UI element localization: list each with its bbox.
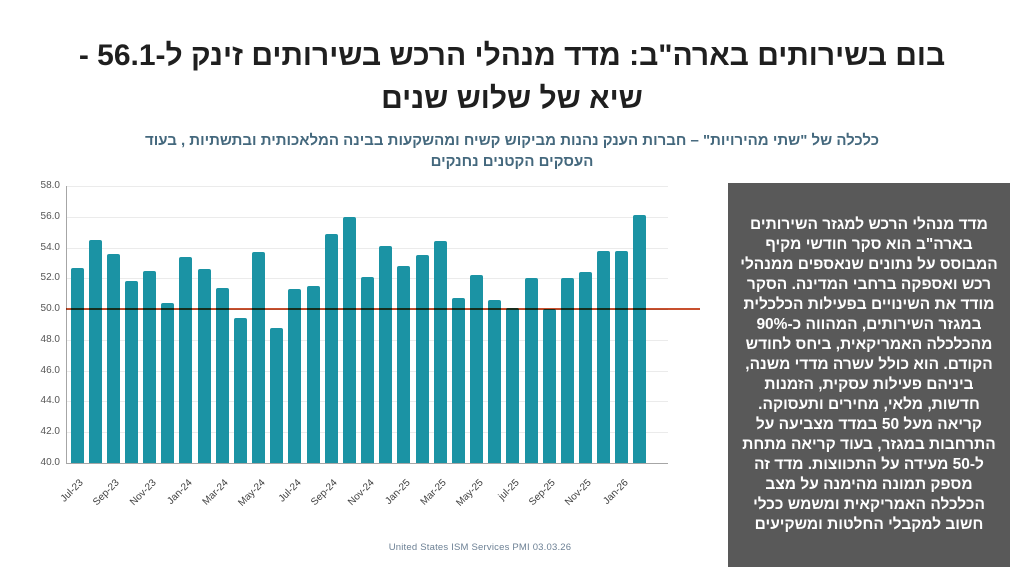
bar xyxy=(361,276,375,463)
y-tick-label: 52.0 xyxy=(40,272,60,284)
y-tick-label: 48.0 xyxy=(40,333,60,345)
x-tick-label-text: Jul-23 xyxy=(58,477,86,505)
bar xyxy=(143,270,157,463)
bar xyxy=(342,216,356,463)
bar xyxy=(560,278,574,463)
page-title-line1: בום בשירותים בארה"ב: מדד מנהלי הרכש בשיר… xyxy=(78,39,946,73)
bar xyxy=(597,250,611,463)
bar xyxy=(451,298,465,463)
grid-line xyxy=(66,216,668,218)
y-tick-label: 46.0 xyxy=(40,364,60,376)
y-tick-label: 50.0 xyxy=(40,303,60,315)
y-tick-label: 56.0 xyxy=(40,210,60,222)
page-title-line2: שיא של שלוש שנים xyxy=(381,82,643,116)
reference-line xyxy=(66,308,700,311)
y-tick-label: 42.0 xyxy=(40,426,60,438)
y-tick-label: 58.0 xyxy=(40,180,60,191)
grid-line xyxy=(66,186,668,187)
grid-line xyxy=(66,247,668,249)
info-box: מדד מנהלי הרכש למגזר השירותים בארה"ב הוא… xyxy=(728,183,1010,567)
page-title: בום בשירותים בארה"ב: מדד מנהלי הרכש בשיר… xyxy=(20,34,1004,120)
bar xyxy=(488,299,502,463)
bar xyxy=(379,246,393,463)
page-subtitle-line2: העסקים הקטנים נחנקים xyxy=(430,153,594,171)
bar xyxy=(306,286,320,463)
y-tick-label: 40.0 xyxy=(40,457,60,468)
bar xyxy=(270,327,284,463)
bar xyxy=(415,255,429,463)
bar xyxy=(179,256,193,463)
x-tick-label-text: jul-25 xyxy=(496,477,522,503)
bar xyxy=(88,239,102,463)
bar xyxy=(161,302,175,463)
bar xyxy=(106,253,120,463)
info-box-text: מדד מנהלי הרכש למגזר השירותים בארה"ב הוא… xyxy=(740,216,998,533)
bar xyxy=(524,278,538,463)
bar xyxy=(470,275,484,463)
x-tick-label-text: Jul-24 xyxy=(276,477,304,505)
bar xyxy=(397,266,411,463)
bar xyxy=(506,307,520,463)
y-tick-label: 44.0 xyxy=(40,395,60,407)
bar xyxy=(215,287,229,463)
y-tick-label: 54.0 xyxy=(40,241,60,253)
page-subtitle-line1: כלכלה של "שתי מהירויות" – חברות הענק נהנ… xyxy=(144,132,880,150)
page-subtitle: כלכלה של "שתי מהירויות" – חברות הענק נהנ… xyxy=(60,130,964,172)
bar xyxy=(433,241,447,463)
bar xyxy=(633,215,647,463)
x-tick-label-text: Jan-26 xyxy=(601,477,631,507)
bar xyxy=(124,281,138,463)
source-caption: United States ISM Services PMI 03.03.26 xyxy=(388,542,572,553)
bar xyxy=(288,289,302,463)
bar xyxy=(252,252,266,463)
bar xyxy=(578,272,592,463)
y-axis-line xyxy=(66,186,67,463)
bar xyxy=(542,309,556,463)
bar xyxy=(615,250,629,463)
bar xyxy=(197,269,211,463)
bar xyxy=(233,318,247,463)
grid-line xyxy=(66,463,668,464)
bar xyxy=(70,267,84,463)
bar xyxy=(324,233,338,463)
